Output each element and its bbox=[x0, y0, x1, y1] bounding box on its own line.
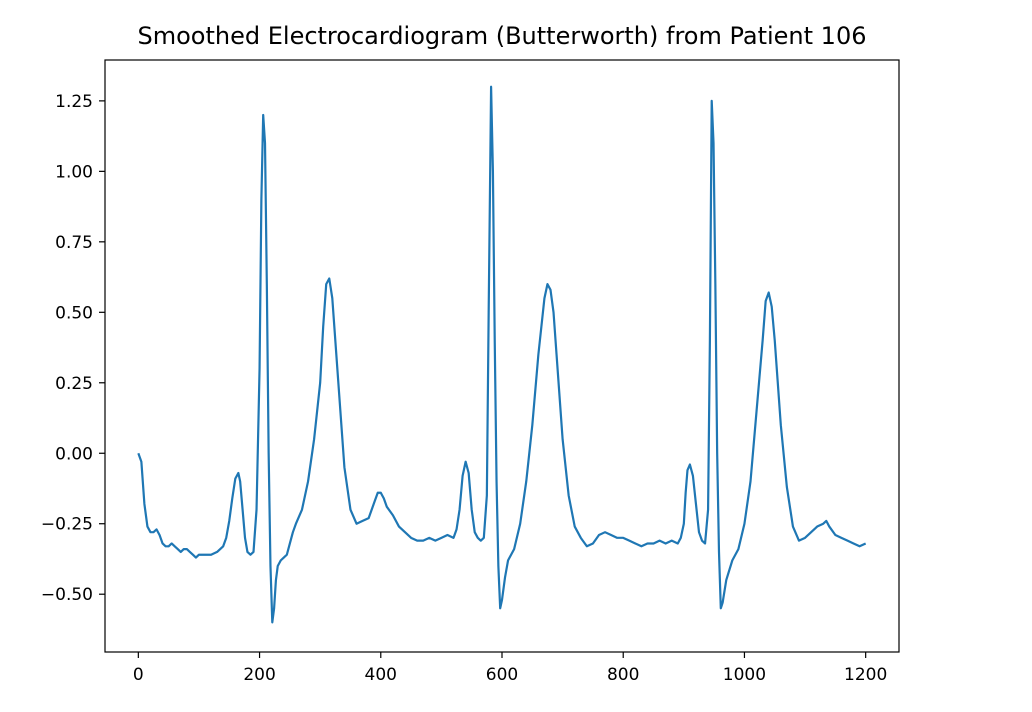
chart-title: Smoothed Electrocardiogram (Butterworth)… bbox=[137, 22, 867, 50]
x-tick-label: 800 bbox=[607, 665, 639, 685]
y-tick-label: 1.00 bbox=[55, 162, 93, 182]
y-tick-label: 0.25 bbox=[55, 374, 93, 394]
x-tick-label: 200 bbox=[243, 665, 275, 685]
y-tick-label: 0.75 bbox=[55, 233, 93, 253]
y-tick-label: 1.25 bbox=[55, 92, 93, 112]
y-tick-label: 0.50 bbox=[55, 303, 93, 323]
y-tick-label: 0.00 bbox=[55, 444, 93, 464]
x-tick-label: 0 bbox=[133, 665, 144, 685]
x-tick-label: 600 bbox=[486, 665, 518, 685]
series-line-0 bbox=[137, 85, 867, 624]
x-tick-label: 400 bbox=[365, 665, 397, 685]
x-tick-label: 1200 bbox=[844, 665, 887, 685]
y-tick-label: −0.50 bbox=[41, 585, 93, 605]
y-tick-label: −0.25 bbox=[41, 515, 93, 535]
x-tick-label: 1000 bbox=[723, 665, 766, 685]
axes-frame bbox=[104, 59, 900, 653]
